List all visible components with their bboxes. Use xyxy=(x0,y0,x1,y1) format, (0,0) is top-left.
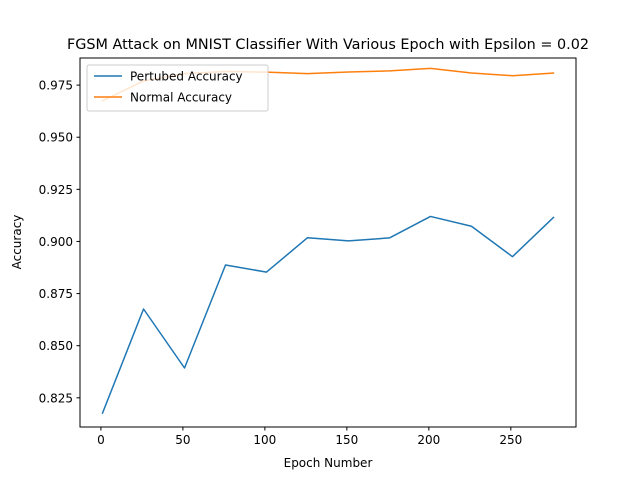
y-axis-label: Accuracy xyxy=(10,215,24,270)
x-tick-label: 250 xyxy=(499,433,522,447)
legend-box xyxy=(86,64,269,112)
x-tick-label: 200 xyxy=(417,433,440,447)
y-tick-label: 0.875 xyxy=(39,287,73,301)
x-tick-label: 50 xyxy=(175,433,190,447)
y-tick-label: 0.825 xyxy=(39,391,73,405)
x-axis-label: Epoch Number xyxy=(284,456,373,470)
y-tick-label: 0.975 xyxy=(39,79,73,93)
y-tick-label: 0.850 xyxy=(39,339,73,353)
x-tick-label: 100 xyxy=(253,433,276,447)
series-line-pertubed-accuracy xyxy=(101,215,555,415)
x-tick-label: 0 xyxy=(97,433,105,447)
y-tick-label: 0.950 xyxy=(39,131,73,145)
chart-title: FGSM Attack on MNIST Classifier With Var… xyxy=(67,37,589,53)
x-tick-label: 150 xyxy=(335,433,358,447)
plot-frame xyxy=(79,57,577,428)
axis-ticks: 0 50 100 150 200 250 0.825 0.850 0.875 0.900 0.925… xyxy=(39,79,523,447)
y-tick-label: 0.925 xyxy=(39,183,73,197)
legend-label: Pertubed Accuracy xyxy=(130,70,243,84)
legend: Pertubed Accuracy Normal Accuracy xyxy=(86,64,269,112)
y-tick-label: 0.900 xyxy=(39,235,73,249)
plot-area xyxy=(80,58,576,427)
legend-label: Normal Accuracy xyxy=(130,91,232,105)
